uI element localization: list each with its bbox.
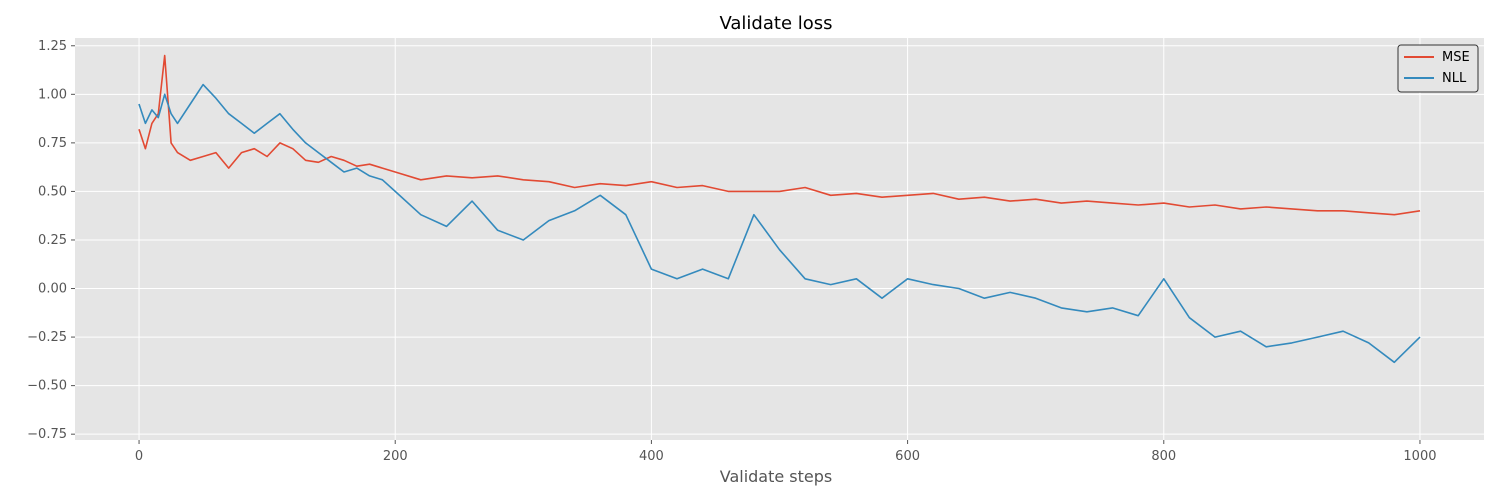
legend-label-mse: MSE bbox=[1442, 50, 1470, 65]
x-tick-label: 400 bbox=[639, 449, 664, 464]
y-tick-label: 0.75 bbox=[38, 136, 67, 151]
y-tick-label: 0.25 bbox=[38, 233, 67, 248]
series-line-mse bbox=[138, 54, 1421, 216]
y-tick-label: 1.25 bbox=[38, 39, 67, 54]
y-tick-label: −0.50 bbox=[27, 379, 67, 394]
x-tick-label: 800 bbox=[1151, 449, 1176, 464]
y-tick-label: 0.50 bbox=[38, 184, 67, 199]
legend-label-nll: NLL bbox=[1442, 71, 1467, 86]
x-tick-label: 1000 bbox=[1403, 449, 1436, 464]
x-tick-label: 0 bbox=[135, 449, 143, 464]
y-tick-label: −0.25 bbox=[27, 330, 67, 345]
plot-background bbox=[75, 38, 1484, 440]
x-axis-label: Validate steps bbox=[720, 467, 833, 486]
y-tick-label: −0.75 bbox=[27, 427, 67, 442]
legend: MSE NLL bbox=[1397, 44, 1479, 93]
series-line-nll bbox=[138, 83, 1421, 364]
series-lines bbox=[138, 54, 1421, 364]
chart-title: Validate loss bbox=[719, 13, 832, 34]
x-tick-label: 600 bbox=[895, 449, 920, 464]
axes: 0 200 400 600 800 1000 −0.75 −0.50 −0.25 0.00 0.25… bbox=[27, 39, 1436, 464]
y-tick-label: 1.00 bbox=[38, 87, 67, 102]
x-tick-label: 200 bbox=[383, 449, 408, 464]
y-tick-label: 0.00 bbox=[38, 282, 67, 297]
grid bbox=[75, 38, 1484, 440]
